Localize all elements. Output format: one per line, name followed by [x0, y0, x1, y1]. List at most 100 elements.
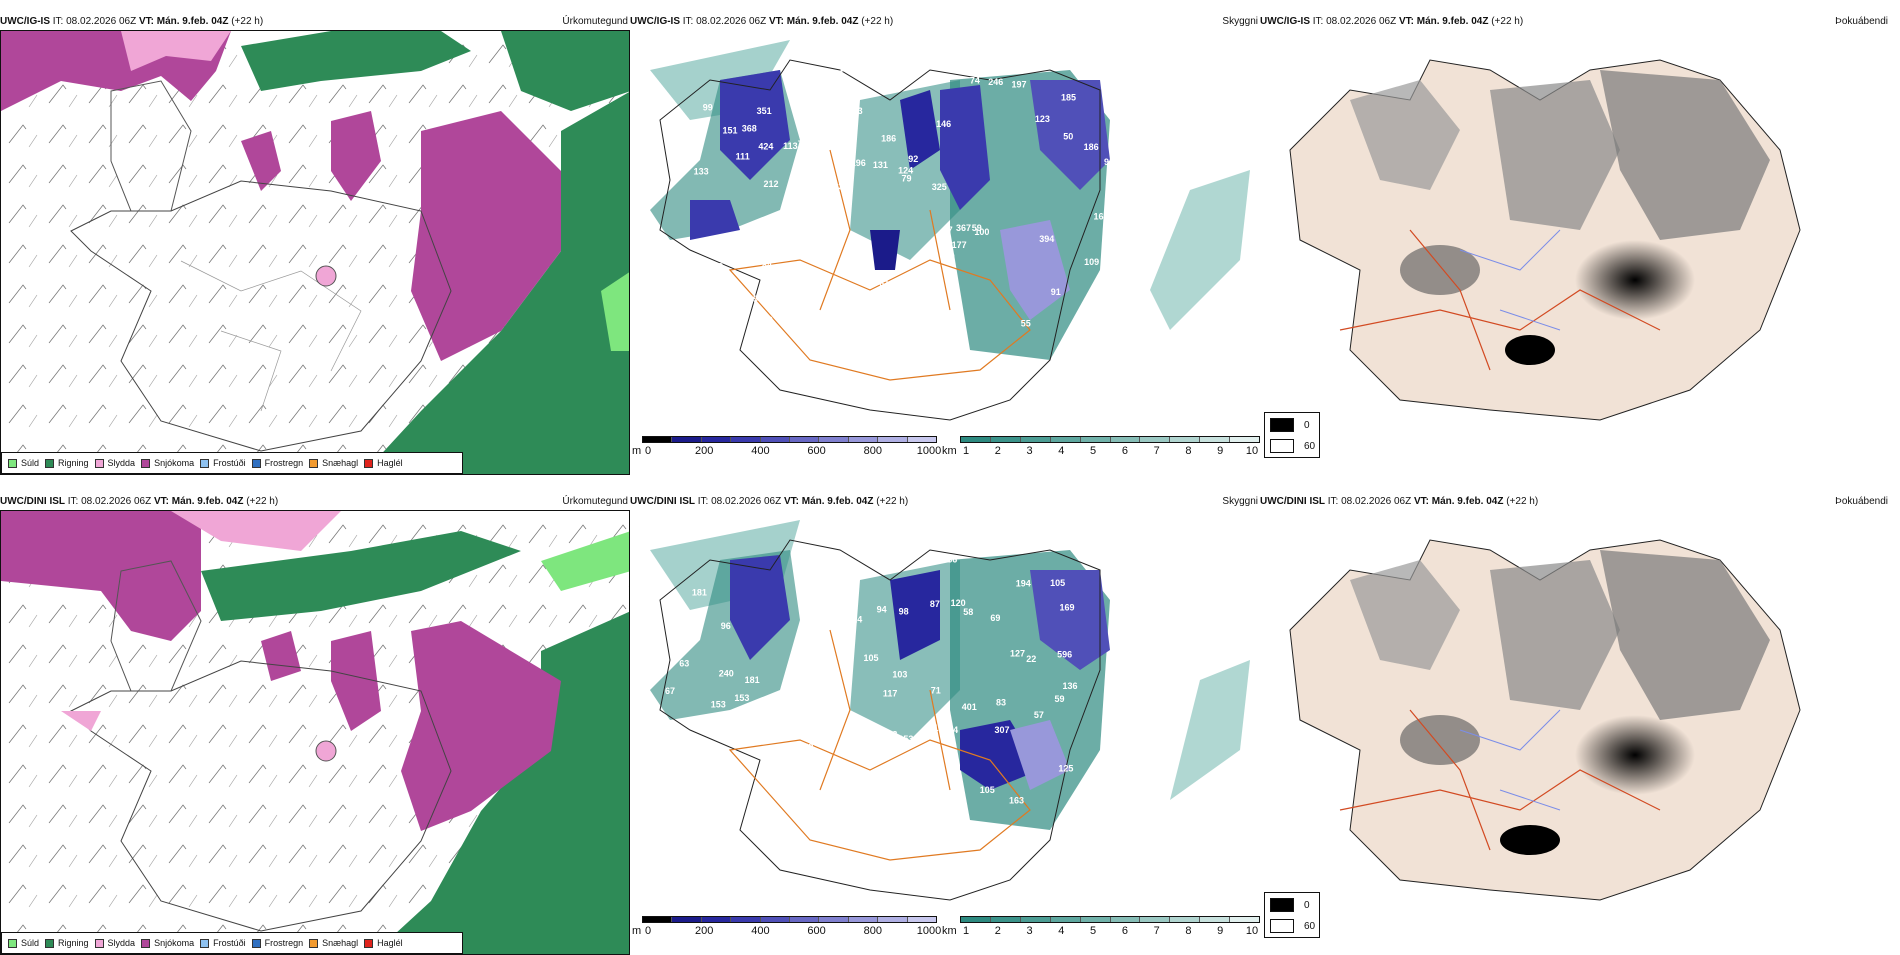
fog-panel-row1: UWC/IG-IS IT: 08.02.2026 06Z VT: Mán. 9.… — [1260, 10, 1890, 475]
colorbar-tick: 9 — [1217, 445, 1224, 457]
colorbar-tick: 4 — [1058, 925, 1065, 937]
precip-legend-swatch — [45, 938, 55, 948]
precip-legend-swatch — [94, 458, 104, 468]
colorbar-tick: 7 — [1153, 925, 1160, 937]
precip-legend-item: Slydda — [94, 458, 135, 468]
precip-legend-label: Frostúði — [213, 458, 246, 468]
model-name: UWC/IG-IS — [1260, 16, 1310, 27]
station-value-label: 130 — [758, 315, 773, 325]
precip-legend-swatch — [45, 458, 55, 468]
station-value-label: 70 — [798, 139, 808, 149]
fog-map-graphic — [1260, 30, 1890, 475]
station-value-label: 100 — [974, 227, 989, 237]
station-value-label: 98 — [836, 147, 846, 157]
colorbar-swatch — [907, 917, 937, 922]
station-value-label: 194 — [1016, 578, 1031, 588]
fog-legend-row2: 0 60 — [1264, 892, 1320, 938]
colorbar-swatch — [848, 917, 879, 922]
station-value-label: 127 — [1010, 649, 1025, 659]
ceiling-map: 133 185 156 146 444 186 329 70 59 123 92 100 99 147 91… — [630, 30, 1260, 475]
colorbar-tick: 1000 — [916, 925, 942, 937]
ceiling-unit: m — [632, 925, 642, 937]
station-value-label: 113 — [783, 141, 798, 151]
precip-legend-swatch — [94, 938, 104, 948]
colorbar-tick: 9 — [1217, 925, 1224, 937]
station-value-label: 186 — [1084, 142, 1099, 152]
station-value-label: 84 — [762, 260, 772, 270]
station-value-label: 69 — [990, 613, 1000, 623]
station-value-label: 177 — [952, 240, 967, 250]
precip-legend: Súld Rigning Slydda Snjókoma Frostúði Frostre… — [1, 452, 463, 474]
colorbar-swatch — [1200, 917, 1231, 922]
station-value-label: 27 — [943, 225, 953, 235]
station-value-label: 92 — [908, 154, 918, 164]
station-value-label: 149 — [798, 742, 813, 752]
station-value-label: 111 — [954, 819, 968, 829]
colorbar-tick: 0 — [644, 445, 652, 457]
ceiling-colorbar-swatches — [642, 916, 937, 923]
precip-legend-item: Haglél — [364, 938, 403, 948]
init-time: IT: 08.02.2026 06Z — [697, 496, 782, 507]
station-value-label: 823 — [939, 537, 954, 547]
station-value-label: 299 — [826, 694, 841, 704]
fog-swatch-high — [1270, 919, 1294, 933]
station-value-label: 96 — [721, 621, 731, 631]
visibility-colorbar-row1: km 1 2 3 4 5 6 7 8 9 10 — [942, 436, 1268, 462]
colorbar-tick: 600 — [807, 445, 826, 457]
station-value-label: 50 — [945, 251, 955, 261]
colorbar-tick: 800 — [863, 925, 882, 937]
station-value-label: 153 — [898, 734, 913, 744]
station-value-label: 163 — [1009, 795, 1024, 805]
colorbar-swatch — [731, 437, 761, 442]
station-value-label: 363 — [882, 730, 897, 740]
visibility-unit: km — [942, 925, 957, 937]
station-value-label: 367 — [956, 223, 971, 233]
station-value-label: 86 — [947, 554, 957, 564]
ceiling-panel-row2: UWC/DINI ISL IT: 08.02.2026 06Z VT: Mán.… — [630, 490, 1260, 955]
precip-legend-item: Rigning — [45, 938, 89, 948]
station-value-label: 103 — [892, 669, 907, 679]
station-value-label: 133 — [694, 166, 709, 176]
panel-title: Þokuábendi — [1835, 496, 1888, 507]
station-value-label: 136 — [1062, 681, 1077, 691]
colorbar-swatch — [672, 437, 702, 442]
station-value-label: 148 — [841, 291, 856, 301]
colorbar-swatch — [961, 437, 991, 442]
station-value-label: 326 — [858, 53, 873, 63]
precip-legend-label: Haglél — [377, 938, 403, 948]
colorbar-tick: 6 — [1121, 445, 1128, 457]
station-value-label: 73 — [836, 281, 846, 291]
colorbar-swatch — [961, 917, 991, 922]
station-value-label: 124 — [847, 615, 862, 625]
colorbar-swatch — [848, 437, 879, 442]
lead-time: (+22 h) — [231, 16, 264, 27]
station-value-label: 61 — [879, 278, 889, 288]
ceiling-map-graphic: 1331851561464441863297059123921009914791… — [630, 30, 1260, 475]
colorbar-tick: 2 — [994, 925, 1001, 937]
station-value-label: 123 — [848, 106, 863, 116]
precip-legend-label: Rigning — [58, 938, 89, 948]
station-value-label: 91 — [1051, 287, 1061, 297]
fog-legend-high: 60 — [1304, 440, 1316, 452]
init-time: IT: 08.02.2026 06Z — [67, 496, 152, 507]
panel-title: Skyggni — [1222, 496, 1258, 507]
station-value-label: 87 — [930, 599, 940, 609]
precip-map: Súld Rigning Slydda Snjókoma Frostúði Frostre… — [0, 510, 630, 955]
colorbar-swatch — [1050, 437, 1081, 442]
ceiling-map: 153 184 181 125 96 93 280 69 94 58 163 72 57 71 63 83 10… — [630, 510, 1260, 955]
colorbar-swatch — [1140, 437, 1171, 442]
precip-legend-swatch — [309, 458, 319, 468]
station-value-label: 111 — [736, 152, 750, 162]
station-value-label: 59 — [1054, 694, 1064, 704]
station-value-label: 153 — [711, 700, 726, 710]
station-value-label: 444 — [837, 105, 852, 115]
colorbar-swatch — [760, 437, 791, 442]
precip-legend-item: Slydda — [94, 938, 135, 948]
panel-title: Úrkomutegund — [562, 16, 628, 27]
colorbar-tick: 400 — [751, 925, 770, 937]
station-value-label: 109 — [1084, 257, 1099, 267]
valid-time: VT: Mán. 9.feb. 04Z — [153, 496, 244, 507]
colorbar-swatch — [1050, 917, 1081, 922]
precip-legend-label: Haglél — [377, 458, 403, 468]
panel-header: UWC/DINI ISL IT: 08.02.2026 06Z VT: Mán.… — [0, 496, 630, 510]
